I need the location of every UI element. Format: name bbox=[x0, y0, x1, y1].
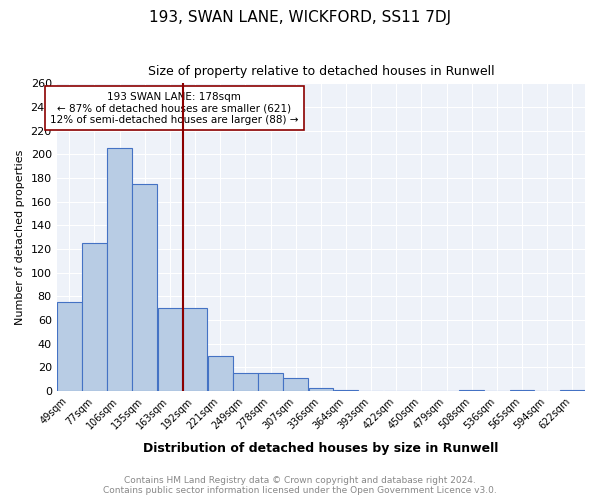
Bar bbox=[107, 148, 132, 391]
Bar bbox=[334, 390, 358, 391]
Bar bbox=[560, 390, 585, 391]
Bar bbox=[133, 184, 157, 391]
Bar bbox=[57, 302, 82, 391]
Bar bbox=[258, 374, 283, 391]
X-axis label: Distribution of detached houses by size in Runwell: Distribution of detached houses by size … bbox=[143, 442, 499, 455]
Bar bbox=[183, 308, 208, 391]
Text: Contains HM Land Registry data © Crown copyright and database right 2024.
Contai: Contains HM Land Registry data © Crown c… bbox=[103, 476, 497, 495]
Bar bbox=[233, 374, 257, 391]
Text: 193, SWAN LANE, WICKFORD, SS11 7DJ: 193, SWAN LANE, WICKFORD, SS11 7DJ bbox=[149, 10, 451, 25]
Bar bbox=[158, 308, 182, 391]
Bar bbox=[82, 243, 107, 391]
Bar bbox=[208, 356, 233, 391]
Y-axis label: Number of detached properties: Number of detached properties bbox=[15, 150, 25, 325]
Title: Size of property relative to detached houses in Runwell: Size of property relative to detached ho… bbox=[148, 65, 494, 78]
Bar bbox=[283, 378, 308, 391]
Bar bbox=[510, 390, 535, 391]
Bar bbox=[308, 388, 333, 391]
Bar bbox=[460, 390, 484, 391]
Text: 193 SWAN LANE: 178sqm
← 87% of detached houses are smaller (621)
12% of semi-det: 193 SWAN LANE: 178sqm ← 87% of detached … bbox=[50, 92, 298, 125]
